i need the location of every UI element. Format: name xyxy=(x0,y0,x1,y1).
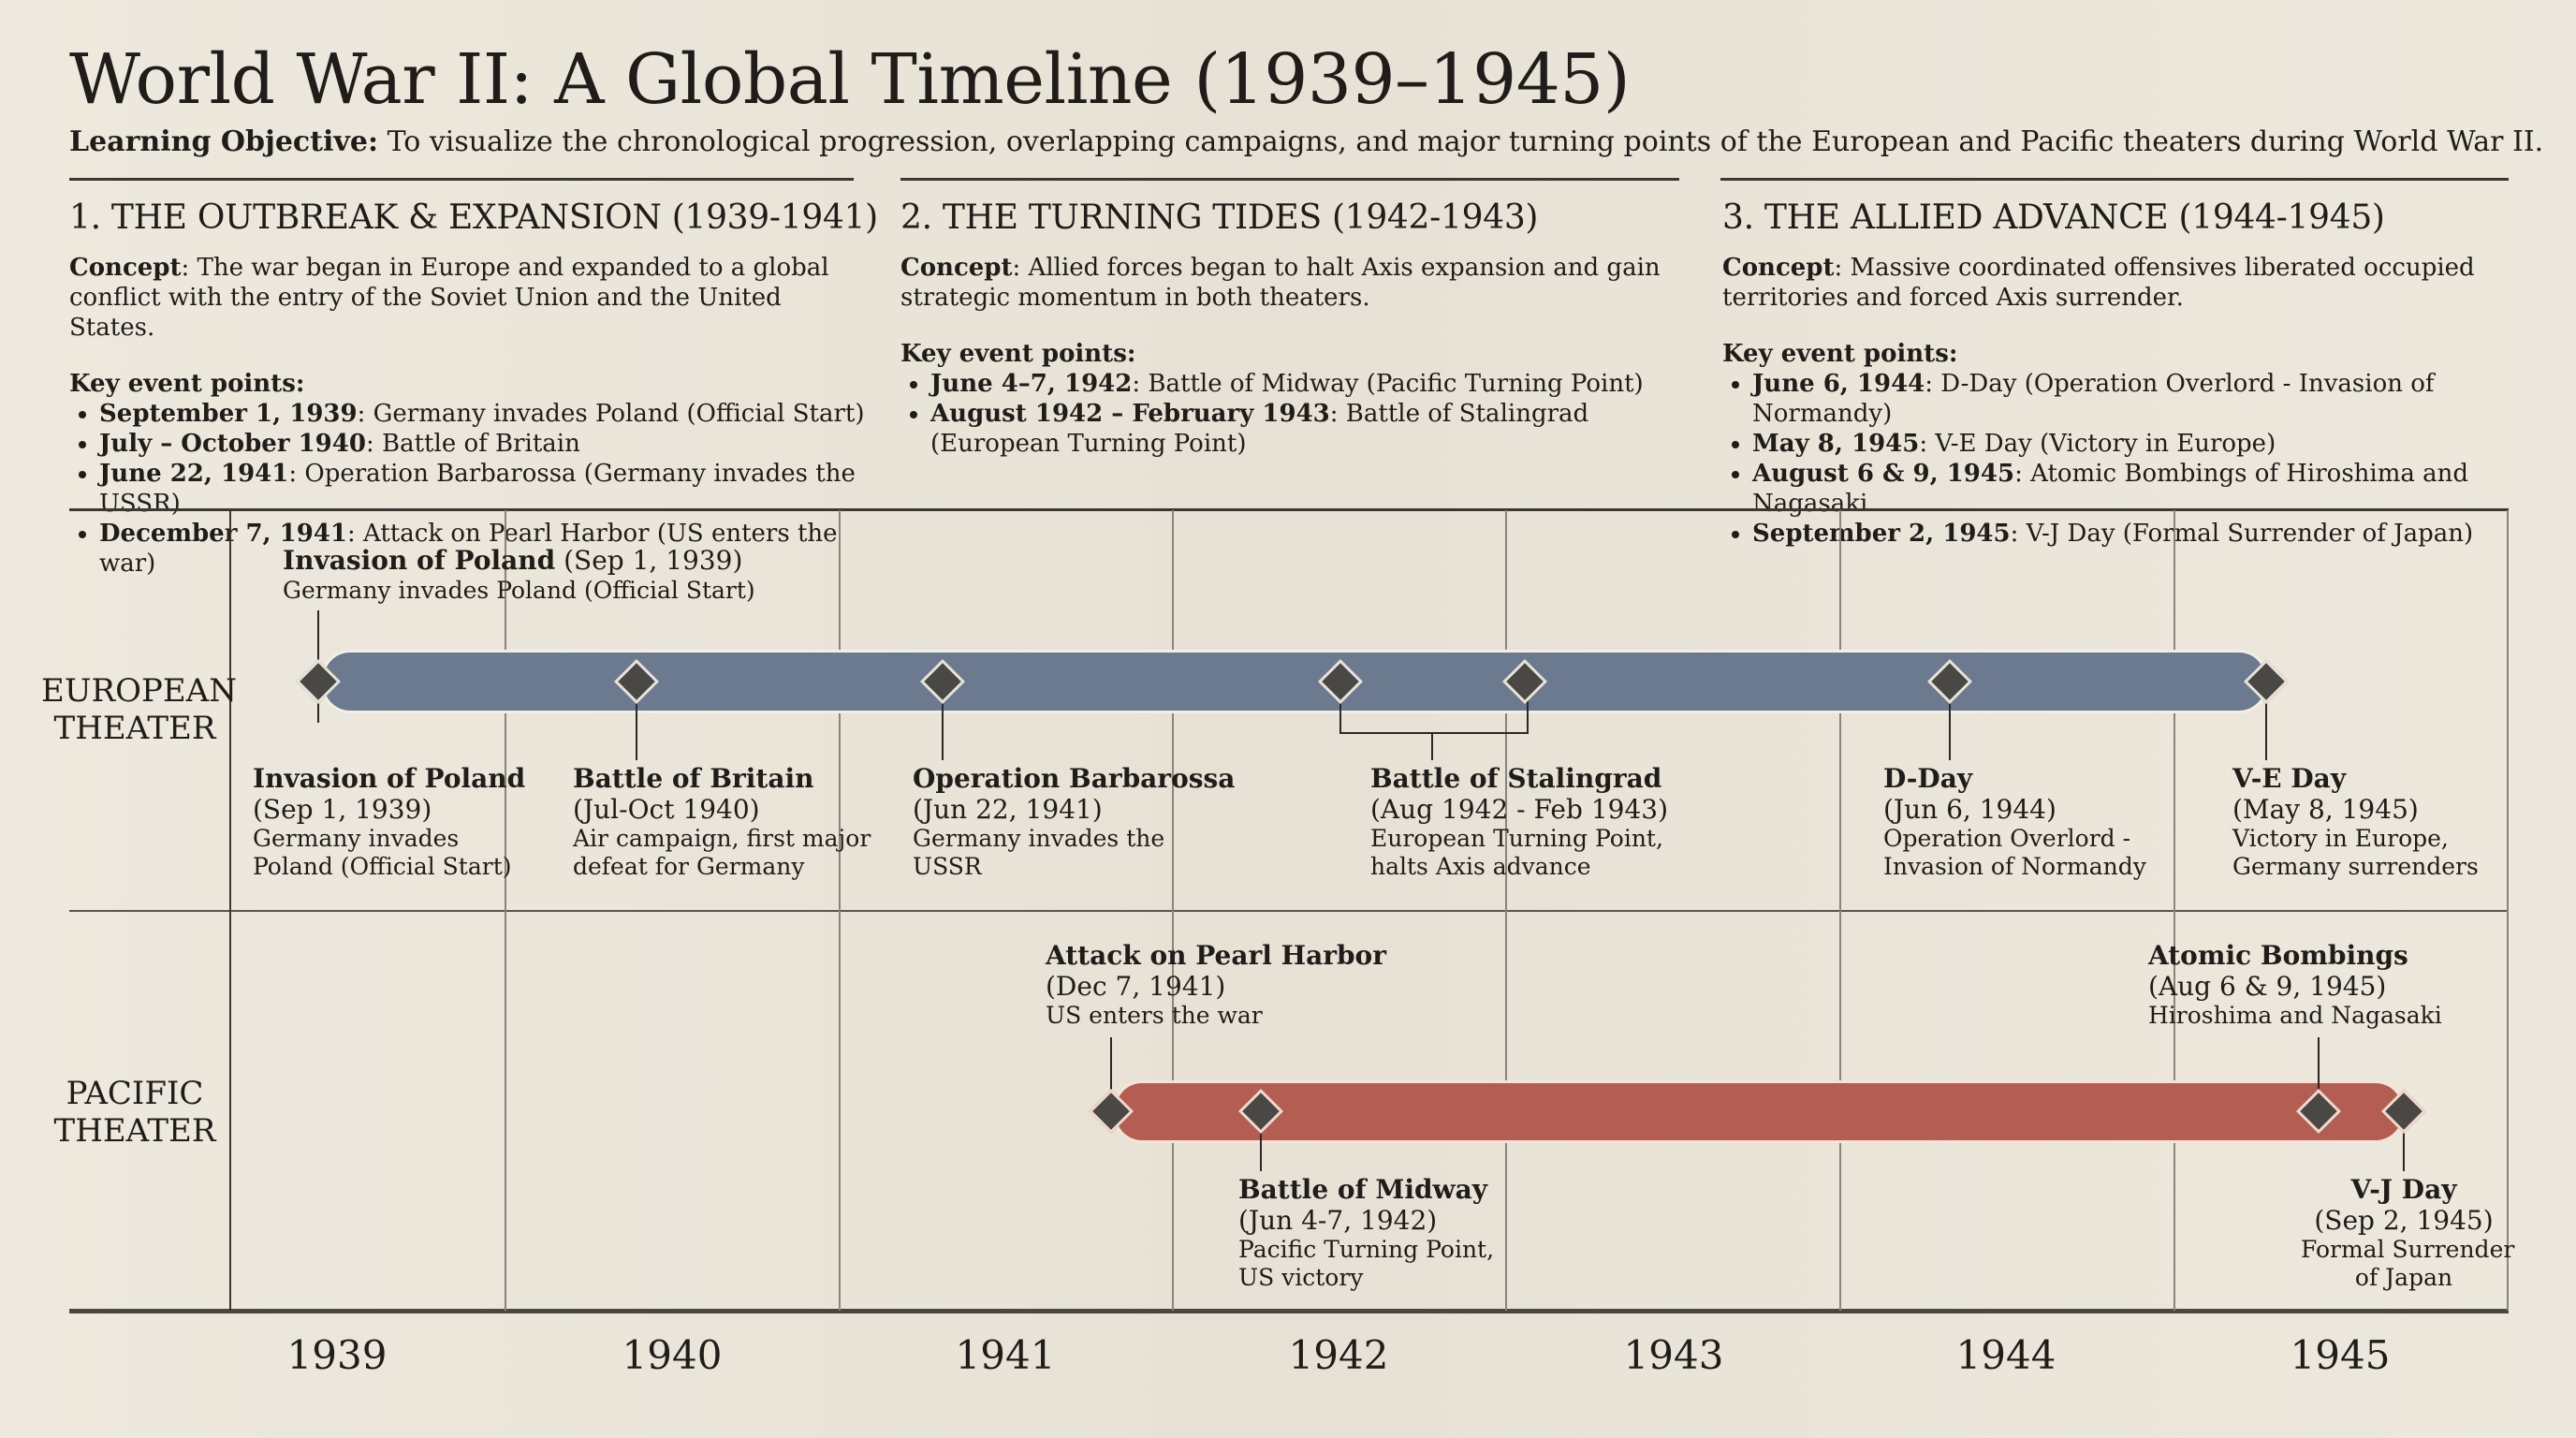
year-gridline xyxy=(839,510,841,1311)
event-stem xyxy=(1949,682,1951,760)
key-events-label: Key event points: xyxy=(1722,340,1958,368)
event-label-stalingrad: Battle of Stalingrad (Aug 1942 - Feb 194… xyxy=(1370,763,1668,880)
section-heading: 2. THE TURNING TIDES (1942-1943) xyxy=(900,198,1539,237)
year-gridline xyxy=(2507,510,2509,1311)
section-heading: 3. THE ALLIED ADVANCE (1944-1945) xyxy=(1722,198,2385,237)
event-stem xyxy=(1431,732,1433,760)
year-gridline xyxy=(2174,510,2175,1311)
pacific-theater-bar xyxy=(1116,1083,2402,1140)
event-label-britain: Battle of Britain (Jul-Oct 1940) Air cam… xyxy=(573,763,871,880)
learning-objective: Learning Objective: To visualize the chr… xyxy=(69,125,2543,159)
section-rule-2 xyxy=(900,178,1679,181)
page-title: World War II: A Global Timeline (1939–19… xyxy=(69,39,1631,120)
event-label-poland-top: Invasion of Poland (Sep 1, 1939) Germany… xyxy=(283,545,755,604)
section-concept: Concept: The war began in Europe and exp… xyxy=(69,254,829,342)
key-event: September 1, 1939: Germany invades Polan… xyxy=(99,399,874,429)
key-event: December 7, 1941: Attack on Pearl Harbor… xyxy=(99,519,874,579)
year-label: 1940 xyxy=(622,1332,723,1378)
year-label: 1942 xyxy=(1288,1332,1389,1378)
event-label-barbarossa: Operation Barbarossa (Jun 22, 1941) Germ… xyxy=(913,763,1236,880)
year-label: 1939 xyxy=(286,1332,388,1378)
lane-label-european: EUROPEAN THEATER xyxy=(41,672,237,747)
section-concept: Concept: Massive coordinated offensives … xyxy=(1722,254,2475,312)
event-stem xyxy=(636,682,637,760)
key-event: August 1942 – February 1943: Battle of S… xyxy=(930,399,1705,459)
event-stem xyxy=(942,682,944,760)
event-label-poland: Invasion of Poland (Sep 1, 1939) Germany… xyxy=(253,763,526,880)
year-label: 1945 xyxy=(2290,1332,2391,1378)
timeline-top-border xyxy=(69,508,2509,511)
year-label: 1941 xyxy=(955,1332,1056,1378)
section-outbreak: 1. THE OUTBREAK & EXPANSION (1939-1941) … xyxy=(69,195,878,579)
lane-divider xyxy=(69,910,2509,912)
event-stem xyxy=(2265,682,2267,760)
section-turning-tides: 2. THE TURNING TIDES (1942-1943) Concept… xyxy=(900,195,1705,459)
key-event: September 2, 1945: V-J Day (Formal Surre… xyxy=(1752,519,2527,549)
event-label-veday: V-E Day (May 8, 1945) Victory in Europe,… xyxy=(2232,763,2479,880)
section-rule-1 xyxy=(69,178,854,181)
year-label: 1943 xyxy=(1623,1332,1724,1378)
year-gridline xyxy=(505,510,506,1311)
key-events-list: September 1, 1939: Germany invades Polan… xyxy=(69,399,874,579)
event-label-pearl-harbor: Attack on Pearl Harbor (Dec 7, 1941) US … xyxy=(1046,940,1386,1029)
year-label: 1944 xyxy=(1955,1332,2056,1378)
section-rule-3 xyxy=(1720,178,2509,181)
key-events-label: Key event points: xyxy=(69,370,305,398)
year-gridline xyxy=(1839,510,1841,1311)
key-event: June 22, 1941: Operation Barbarossa (Ger… xyxy=(99,459,874,519)
lane-label-pacific: PACIFIC THEATER xyxy=(53,1075,216,1150)
key-events-label: Key event points: xyxy=(900,340,1136,368)
lane-label-divider xyxy=(229,510,231,1311)
event-label-dday: D-Day (Jun 6, 1944) Operation Overlord -… xyxy=(1883,763,2146,880)
key-events-list: June 4–7, 1942: Battle of Midway (Pacifi… xyxy=(900,369,1705,459)
key-event: June 4–7, 1942: Battle of Midway (Pacifi… xyxy=(930,369,1705,399)
event-label-atomic-bombings: Atomic Bombings (Aug 6 & 9, 1945) Hirosh… xyxy=(2148,940,2442,1029)
section-allied-advance: 3. THE ALLIED ADVANCE (1944-1945) Concep… xyxy=(1722,195,2527,549)
event-label-vjday: V-J Day (Sep 2, 1945) Formal Surrender o… xyxy=(2301,1174,2515,1291)
event-label-midway: Battle of Midway (Jun 4-7, 1942) Pacific… xyxy=(1238,1174,1495,1291)
key-event: July – October 1940: Battle of Britain xyxy=(99,429,874,459)
year-gridline xyxy=(1505,510,1507,1311)
timeline-axis xyxy=(69,1309,2509,1313)
objective-label: Learning Objective: xyxy=(69,125,379,158)
stalingrad-bracket xyxy=(1339,682,1529,734)
key-events-list: June 6, 1944: D-Day (Operation Overlord … xyxy=(1722,369,2527,549)
event-stem xyxy=(1110,1037,1112,1110)
objective-text: To visualize the chronological progressi… xyxy=(378,125,2544,158)
key-event: May 8, 1945: V-E Day (Victory in Europe) xyxy=(1752,429,2527,459)
year-gridline xyxy=(1172,510,1174,1311)
section-heading: 1. THE OUTBREAK & EXPANSION (1939-1941) xyxy=(69,198,878,237)
section-concept: Concept: Allied forces began to halt Axi… xyxy=(900,254,1661,312)
key-event: August 6 & 9, 1945: Atomic Bombings of H… xyxy=(1752,459,2527,519)
event-stem xyxy=(2403,1111,2405,1171)
key-event: June 6, 1944: D-Day (Operation Overlord … xyxy=(1752,369,2527,429)
event-stem xyxy=(1260,1111,1262,1171)
event-stem xyxy=(2318,1037,2320,1110)
